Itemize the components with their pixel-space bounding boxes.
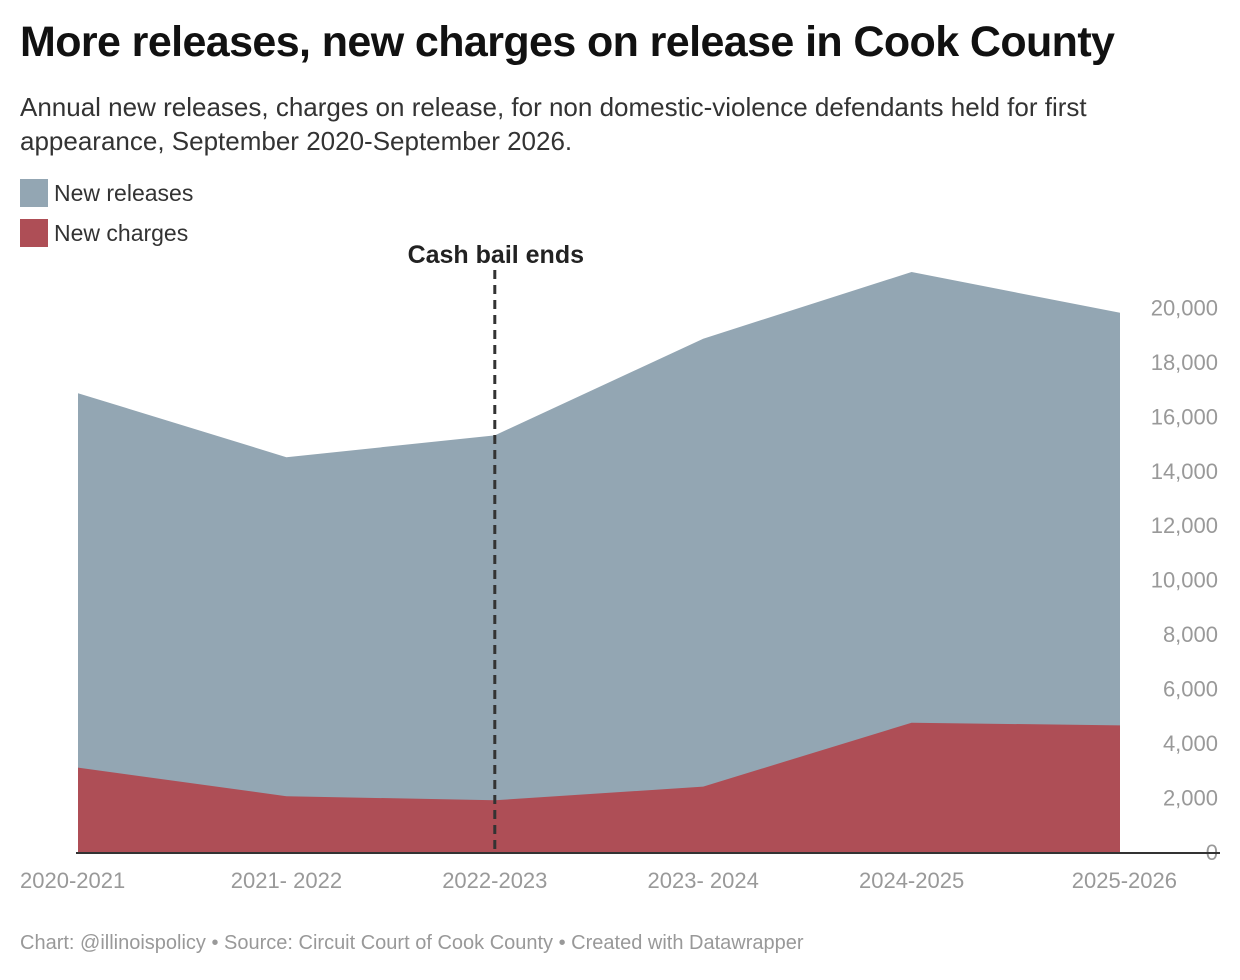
x-tick-label: 2021- 2022 (231, 868, 342, 893)
y-tick-label: 12,000 (1151, 513, 1218, 538)
legend-swatch-new-charges (20, 219, 48, 247)
chart-footer: Chart: @illinoispolicy • Source: Circuit… (20, 932, 804, 954)
legend-label-new-releases: New releases (54, 179, 194, 206)
y-tick-label: 2,000 (1163, 786, 1218, 811)
legend-label-new-charges: New charges (54, 219, 189, 246)
x-tick-label: 2022-2023 (442, 868, 547, 893)
y-tick-label: 16,000 (1151, 404, 1218, 429)
x-tick-label: 2020-2021 (20, 868, 125, 893)
y-tick-label: 18,000 (1151, 350, 1218, 375)
y-tick-label: 10,000 (1151, 568, 1218, 593)
area-new-charges (78, 722, 1120, 852)
y-tick-label: 6,000 (1163, 677, 1218, 702)
chart-legend: New releases New charges (20, 178, 193, 258)
y-tick-label: 8,000 (1163, 622, 1218, 647)
y-tick-label: 4,000 (1163, 731, 1218, 756)
y-tick-label: 20,000 (1151, 295, 1218, 320)
x-tick-label: 2024-2025 (859, 868, 964, 893)
y-tick-label: 14,000 (1151, 459, 1218, 484)
legend-item-new-releases: New releases (20, 178, 193, 208)
annotation-label: Cash bail ends (408, 241, 584, 269)
chart-subtitle: Annual new releases, charges on release,… (20, 92, 1087, 156)
x-tick-label: 2023- 2024 (648, 868, 759, 893)
area-new-releases (78, 272, 1120, 852)
chart-title: More releases, new charges on release in… (20, 18, 1115, 66)
legend-item-new-charges: New charges (20, 218, 193, 248)
legend-swatch-new-releases (20, 179, 48, 207)
x-tick-label: 2025-2026 (1072, 868, 1177, 893)
